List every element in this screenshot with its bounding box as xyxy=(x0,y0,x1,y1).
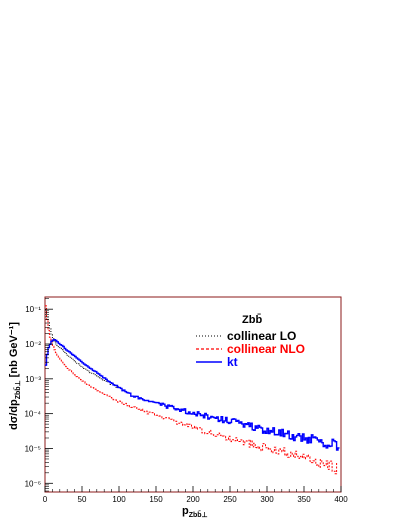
legend-label-collinear-nlo: collinear NLO xyxy=(227,342,305,356)
legend-label-collinear-lo: collinear LO xyxy=(227,329,296,343)
legend-header: Zbb̄ xyxy=(242,314,262,326)
x-tick-label-50: 50 xyxy=(78,495,87,504)
x-axis-title: pZbb̄⊥ xyxy=(182,505,208,519)
series-collinear-nlo xyxy=(45,305,338,475)
x-axis-title-sub: Zbb̄⊥ xyxy=(189,510,208,519)
y-axis-title-unit: [nb GeV⁻¹] xyxy=(8,322,20,378)
plot-area xyxy=(44,296,342,493)
y-tick-label-0: 10⁻⁶ xyxy=(25,479,41,488)
y-tick-label-4: 10⁻² xyxy=(25,340,41,349)
legend: Zbb̄ collinear LO collinear NLO kt xyxy=(196,314,305,369)
x-tick-label-100: 100 xyxy=(112,495,126,504)
y-tick-label-1: 10⁻⁵ xyxy=(25,444,41,453)
x-tick-label-0: 0 xyxy=(43,495,48,504)
series-kt xyxy=(45,339,340,451)
x-tick-label-200: 200 xyxy=(186,495,200,504)
axis-layer: 0 50 100 150 200 250 300 350 400 10⁻⁶ 10⁻⁵ 10⁻⁴ 10⁻³… xyxy=(24,298,348,504)
x-tick-label-300: 300 xyxy=(260,495,274,504)
series-layer xyxy=(45,305,340,475)
x-tick-label-350: 350 xyxy=(297,495,311,504)
x-tick-label-150: 150 xyxy=(149,495,163,504)
legend-label-kt: kt xyxy=(227,355,238,369)
x-tick-label-250: 250 xyxy=(223,495,237,504)
y-tick-label-5: 10⁻¹ xyxy=(25,305,41,314)
series-collinear-lo xyxy=(45,308,119,388)
y-axis-title: dσ/dpZbb̄⊥ [nb GeV⁻¹] xyxy=(8,322,22,430)
y-axis-title-sub: Zbb̄⊥ xyxy=(13,380,22,399)
x-tick-label-400: 400 xyxy=(334,495,348,504)
y-tick-label-2: 10⁻⁴ xyxy=(24,410,41,419)
x-axis-title-main: p xyxy=(182,505,189,517)
y-axis-title-main: dσ/dp xyxy=(8,399,20,430)
y-tick-label-3: 10⁻³ xyxy=(25,375,41,384)
